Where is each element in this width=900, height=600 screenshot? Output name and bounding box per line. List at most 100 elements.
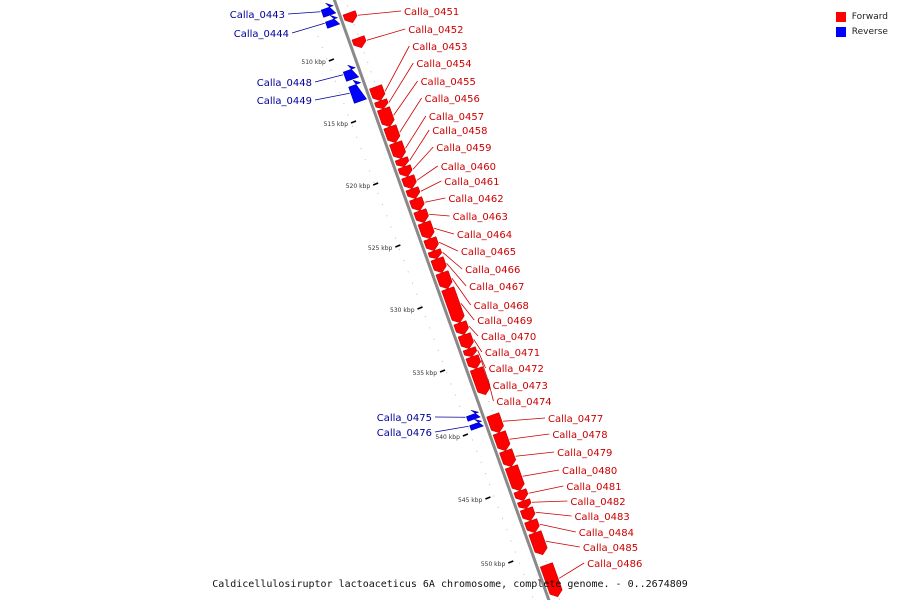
gene-leader-line [416,165,438,181]
gene-feature-calla_0480 [504,464,525,492]
gene-leader-line [503,417,546,422]
scale-tick-label: 540 kbp [435,434,460,441]
gene-feature-calla_0449 [348,79,368,104]
gene-label-calla_0476: Calla_0476 [377,428,432,439]
gene-label-calla_0457: Calla_0457 [429,112,484,123]
forward-swatch [835,11,846,22]
legend-reverse-label: Reverse [851,26,888,37]
gene-feature-calla_0452 [351,35,367,49]
gene-leader-line [438,241,459,252]
gene-label-calla_0486: Calla_0486 [587,559,642,570]
gene-feature-calla_0460 [401,174,417,190]
gene-label-calla_0471: Calla_0471 [485,348,540,359]
gene-feature-calla_0444 [325,14,341,29]
gene-label-calla_0473: Calla_0473 [493,381,548,392]
gene-feature-calla_0474 [469,366,491,396]
scale-tick [372,182,379,186]
gene-leader-line [558,562,585,579]
scale-tick-label: 545 kbp [458,497,483,504]
gene-feature-calla_0462 [409,196,425,212]
gene-label-calla_0453: Calla_0453 [412,42,467,53]
scale-tick-label: 535 kbp [413,370,438,377]
scale-tick [395,244,401,248]
scale-tick [417,306,423,310]
gene-leader-line [509,433,550,440]
gene-leader-line [412,146,434,170]
gene-label-calla_0449: Calla_0449 [257,96,312,107]
legend: Forward Reverse [835,9,888,39]
gene-label-calla_0459: Calla_0459 [436,143,491,154]
gene-label-calla_0463: Calla_0463 [453,212,508,223]
gene-feature-calla_0478 [492,430,511,452]
gene-label-calla_0467: Calla_0467 [469,282,524,293]
gene-feature-calla_0473 [465,354,482,370]
gene-leader-line [399,97,422,133]
gene-label-calla_0485: Calla_0485 [583,543,638,554]
gene-leader-line [545,540,580,548]
gene-leader-line [531,500,568,503]
gene-leader-line [528,485,564,494]
gene-feature-calla_0471 [457,332,474,350]
gene-feature-calla_0453 [369,84,386,102]
scale-tick-label: 525 kbp [368,245,393,252]
gene-label-calla_0460: Calla_0460 [441,162,496,173]
gene-feature-calla_0475 [466,409,481,422]
gene-feature-calla_0477 [486,412,504,434]
gene-feature-calla_0479 [499,448,517,468]
scale-tick-label: 520 kbp [346,183,371,190]
gene-label-calla_0456: Calla_0456 [425,94,480,105]
gene-leader-line [287,11,321,15]
gene-label-calla_0477: Calla_0477 [548,414,603,425]
legend-forward: Forward [835,9,888,24]
gene-label-calla_0468: Calla_0468 [474,301,529,312]
gene-label-calla_0465: Calla_0465 [461,247,516,258]
gene-label-calla_0469: Calla_0469 [477,316,532,327]
gene-feature-calla_0457 [389,140,406,160]
gene-leader-line [522,469,560,477]
gene-leader-line [409,129,430,161]
scale-tick-label: 510 kbp [301,59,326,66]
gene-leader-line [468,326,479,337]
gene-feature-calla_0483 [519,506,536,522]
gene-feature-calla_0455 [376,106,395,128]
scale-tick [507,560,514,564]
gene-feature-calla_0484 [524,518,540,534]
gene-label-calla_0461: Calla_0461 [444,177,499,188]
gene-leader-line [357,10,402,16]
gene-feature-calla_0472 [462,346,478,358]
gene-feature-calla_0482 [517,498,532,510]
gene-feature-calla_0461 [405,186,421,200]
gene-label-calla_0484: Calla_0484 [579,528,634,539]
gene-leader-line [424,197,446,203]
gene-label-calla_0462: Calla_0462 [448,194,503,205]
chromosome-backbone [332,0,551,600]
gene-label-calla_0470: Calla_0470 [481,332,536,343]
gene-label-calla_0480: Calla_0480 [562,466,617,477]
gene-leader-line [429,213,450,217]
gene-label-calla_0466: Calla_0466 [465,265,520,276]
gene-leader-line [384,45,410,92]
gene-feature-calla_0468 [435,270,453,290]
gene-label-calla_0472: Calla_0472 [489,364,544,375]
gene-label-calla_0452: Calla_0452 [408,25,463,36]
gene-label-calla_0483: Calla_0483 [574,512,629,523]
scale-tick [462,433,469,437]
gene-leader-line [420,180,442,192]
scale-tick-label: 515 kbp [324,121,349,128]
gene-leader-line [291,22,325,34]
scale-tick [350,120,357,124]
gene-leader-line [460,303,475,321]
gene-label-calla_0481: Calla_0481 [566,482,621,493]
gene-leader-line [535,511,572,517]
gene-feature-calla_0469 [441,286,465,324]
gene-leader-line [487,379,494,402]
gene-leader-line [515,451,555,457]
gene-label-calla_0475: Calla_0475 [377,413,432,424]
gene-feature-calla_0467 [430,256,447,274]
gene-leader-line [314,74,344,83]
gene-label-calla_0464: Calla_0464 [457,230,512,241]
gene-label-calla_0458: Calla_0458 [432,126,487,137]
gene-feature-calla_0443 [320,2,337,18]
scale-tick [439,369,446,373]
